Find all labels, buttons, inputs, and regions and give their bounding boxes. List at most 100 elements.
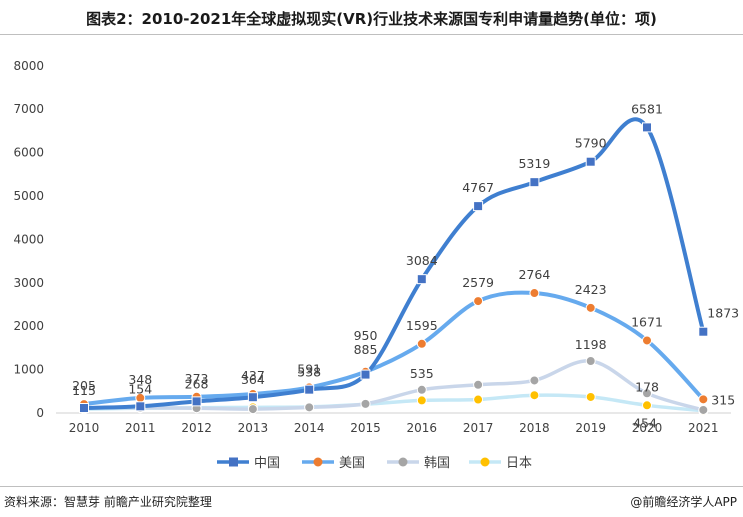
x-tick-label: 2020 [632,421,663,435]
data-point [304,384,315,395]
data-point [529,375,540,386]
series-markers [79,122,709,416]
x-tick-label: 2012 [181,421,212,435]
y-tick-label: 4000 [13,232,44,246]
data-label: 373 [185,371,209,386]
data-point [529,390,540,401]
data-label: 2764 [518,267,550,282]
data-point [304,402,315,413]
x-tick-label: 2021 [688,421,719,435]
data-point [473,296,484,307]
data-label: 538 [297,365,321,380]
legend-swatch-marker [313,457,323,467]
data-label: 2423 [575,282,607,297]
credit-note: @前瞻经济学人APP [630,495,737,509]
data-label: 2579 [462,275,494,290]
data-label: 364 [241,372,265,387]
data-label: 205 [72,378,96,393]
data-label: 1198 [575,337,607,352]
data-point [473,201,484,212]
axes: 0 1000 2000 3000 4000 5000 6000 7000 8000 2010 201… [13,59,731,435]
data-point [360,398,371,409]
data-point [585,302,596,313]
y-tick-label: 7000 [13,102,44,116]
legend-label: 美国 [339,456,365,471]
data-point [135,401,146,412]
data-point [416,338,427,349]
legend-swatch-marker [398,457,408,467]
x-tick-label: 2015 [350,421,381,435]
data-label: 348 [128,372,152,387]
y-tick-label: 1000 [13,363,44,377]
legend-item: 日本 [469,456,532,471]
data-label: 5319 [518,156,550,171]
data-label: 154 [128,381,152,396]
legend-label: 中国 [254,456,280,471]
data-point [642,335,652,346]
data-label: 1873 [707,306,739,321]
data-label: 3084 [406,253,438,268]
y-tick-label: 3000 [13,276,44,290]
data-point [642,122,652,133]
data-point [247,404,258,415]
source-note: 资料来源：智慧芽 前瞻产业研究院整理 [4,495,212,509]
data-label: 178 [635,379,659,394]
legend-label: 韩国 [424,456,450,471]
data-label: 535 [410,366,434,381]
chart-title: 图表2：2010-2021年全球虚拟现实(VR)行业技术来源国专利申请量趋势(单… [86,10,657,28]
data-label: 4767 [462,180,494,195]
y-tick-label: 0 [36,406,44,420]
data-label: 454 [633,415,657,430]
x-tick-label: 2017 [463,421,494,435]
data-point [642,388,652,399]
footer-divider [0,486,743,487]
data-point [698,394,709,405]
data-label: 1671 [631,314,663,329]
data-point [698,326,709,337]
x-tick-label: 2013 [238,421,269,435]
data-point [79,403,89,414]
data-point [416,384,427,395]
data-point [585,156,596,167]
data-label: 315 [711,392,735,407]
data-label: 885 [354,342,378,357]
data-label: 6581 [631,101,663,116]
y-tick-label: 2000 [13,319,44,333]
x-tick-label: 2018 [519,421,550,435]
data-label: 437 [241,368,265,383]
data-point [585,356,596,367]
y-tick-label: 5000 [13,189,44,203]
data-labels: 115 154 268 364 538 885 3084 4767 5319 5790 6581 18… [72,101,739,430]
data-point [529,177,540,188]
legend-item: 美国 [302,456,365,471]
data-point [247,392,258,403]
series-line [82,290,706,407]
data-point [416,395,427,406]
y-tick-label: 8000 [13,59,44,73]
data-point [473,379,484,390]
data-label: 5790 [575,136,607,151]
legend: 中国 美国 韩国 日本 [217,456,532,471]
title-divider [0,34,743,35]
legend-item: 中国 [217,456,280,471]
x-tick-label: 2019 [575,421,606,435]
data-label: 950 [354,328,378,343]
series-lines [82,117,706,413]
data-label: 115 [72,383,96,398]
data-point [360,369,371,380]
data-point [585,391,596,402]
data-point [473,394,484,405]
data-point [416,274,427,285]
data-label: 1595 [406,318,438,333]
x-tick-label: 2010 [69,421,100,435]
x-tick-label: 2016 [407,421,438,435]
y-tick-label: 6000 [13,146,44,160]
legend-item: 韩国 [387,456,450,471]
legend-swatch-marker [229,457,238,467]
data-point [191,396,202,407]
legend-label: 日本 [506,456,532,471]
legend-swatch-marker [480,457,490,467]
x-tick-label: 2011 [125,421,156,435]
x-tick-label: 2014 [294,421,325,435]
